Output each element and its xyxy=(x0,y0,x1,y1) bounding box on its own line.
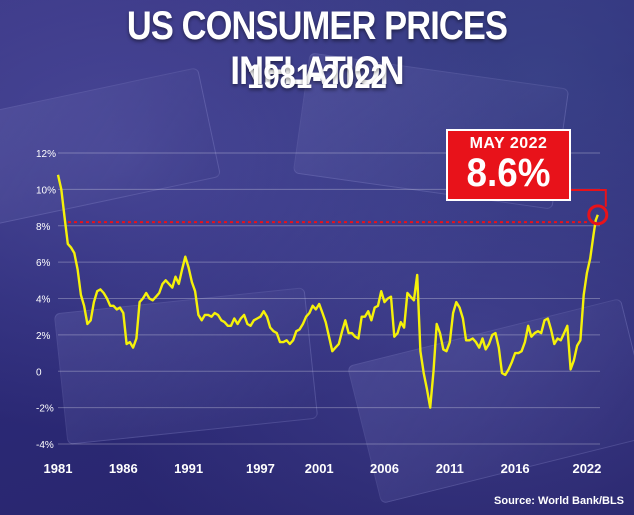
y-tick-label: 8% xyxy=(36,222,51,233)
x-tick-label: 1986 xyxy=(109,461,138,476)
y-tick-label: 2% xyxy=(36,331,51,342)
y-tick-label: -4% xyxy=(36,440,54,451)
x-tick-label: 2022 xyxy=(572,461,601,476)
y-tick-label: 12% xyxy=(36,149,56,160)
callout-date: MAY 2022 xyxy=(469,135,548,152)
highlight-marker xyxy=(587,204,609,226)
callout-box: MAY 2022 8.6% xyxy=(446,129,571,201)
callout-value: 8.6% xyxy=(466,151,551,195)
chart-subtitle: 1981-2022 xyxy=(247,58,387,96)
x-tick-label: 2001 xyxy=(305,461,334,476)
series-line xyxy=(56,174,599,409)
x-axis-tick-labels: 1981 1986 1991 1997 2001 2006 2011 2016 2022 xyxy=(44,461,602,476)
x-tick-label: 1991 xyxy=(174,461,203,476)
y-axis-tick-labels: 12% 10% 8% 6% 4% 2% 0 -2% -4% xyxy=(36,149,56,451)
y-tick-label: -2% xyxy=(36,404,54,415)
source-note: Source: World Bank/BLS xyxy=(494,495,624,507)
callout-connector xyxy=(571,189,607,207)
x-tick-label: 1997 xyxy=(246,461,275,476)
y-tick-label: 6% xyxy=(36,258,51,269)
x-tick-label: 2011 xyxy=(436,461,464,476)
x-tick-label: 2016 xyxy=(501,461,530,476)
y-tick-label: 4% xyxy=(36,295,51,306)
y-tick-label: 0 xyxy=(36,367,42,378)
x-tick-label: 1981 xyxy=(44,461,73,476)
y-tick-label: 10% xyxy=(36,185,56,196)
x-tick-label: 2006 xyxy=(370,461,399,476)
chart-title: US CONSUMER PRICES INFLATION xyxy=(126,4,508,93)
